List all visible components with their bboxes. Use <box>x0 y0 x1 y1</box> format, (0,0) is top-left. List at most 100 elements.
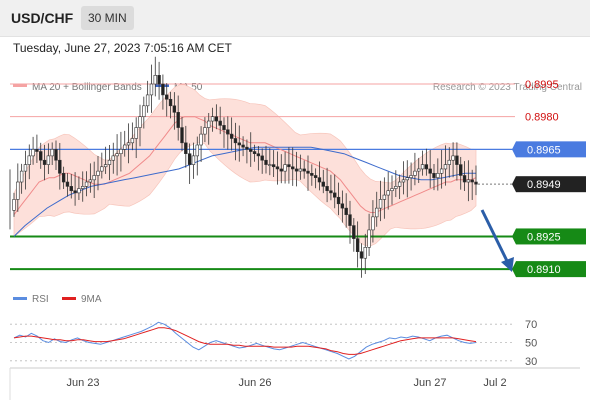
candle-body <box>134 127 138 139</box>
candle-body <box>252 151 257 155</box>
candle-body <box>165 94 169 100</box>
candle-body <box>313 175 318 178</box>
level-badge-08925 <box>516 228 586 245</box>
ma20-legend-swatch <box>13 84 27 87</box>
level-label-08925: 0.8925 <box>527 231 561 243</box>
timeframe-badge[interactable]: 30 MIN <box>81 6 134 30</box>
bollinger-band <box>13 84 477 247</box>
candle-body <box>203 127 207 135</box>
candle-body <box>187 153 192 165</box>
moving-averages <box>13 116 477 237</box>
candle-body <box>50 149 54 157</box>
candle-body <box>12 199 16 211</box>
candle-body <box>92 175 96 181</box>
candle-body <box>359 251 364 259</box>
candle-body <box>107 159 112 165</box>
rsi-tick-50: 50 <box>525 338 537 350</box>
candle-body <box>138 116 142 128</box>
candle-body <box>16 181 20 200</box>
candle-body <box>302 168 306 172</box>
level-badge-tip <box>512 228 516 245</box>
rsi-tick-30: 30 <box>525 356 537 368</box>
candle-body <box>73 190 77 194</box>
ma20-line <box>13 116 477 216</box>
candle-body <box>470 179 474 183</box>
candle-body <box>161 83 165 96</box>
candle-body <box>367 229 371 248</box>
candle-body <box>172 105 177 113</box>
candle-body <box>130 138 135 144</box>
candle-body <box>88 179 93 183</box>
candle-body <box>420 164 425 170</box>
candle-body <box>260 155 264 161</box>
candle-body <box>447 159 451 165</box>
candle-body <box>310 172 314 176</box>
candle-body <box>115 153 119 157</box>
candle-body <box>61 172 66 183</box>
candle-body <box>81 186 85 189</box>
candle-body <box>344 207 348 215</box>
candle-body <box>386 190 390 196</box>
candle-body <box>241 144 245 148</box>
x-tick-jun26: Jun 26 <box>238 377 271 389</box>
candle-body <box>294 168 299 172</box>
candle-body <box>432 172 436 178</box>
candle-body <box>283 164 287 172</box>
candle-body <box>459 164 463 176</box>
candle-body <box>275 166 280 170</box>
candle-body <box>451 155 455 161</box>
ma20-legend-label: MA 20 + Bollinger Bands <box>32 82 142 93</box>
candle-body <box>103 164 108 168</box>
candle-body <box>291 166 295 170</box>
candle-body <box>466 179 471 183</box>
candle-body <box>19 170 24 183</box>
candle-body <box>424 164 429 170</box>
candle-body <box>58 159 62 174</box>
candlesticks <box>9 56 478 278</box>
candle-body <box>195 144 199 157</box>
candle-body <box>184 142 188 155</box>
candle-body <box>126 142 131 146</box>
ma50-line <box>13 146 476 237</box>
candle-body <box>100 166 104 172</box>
candle-body <box>321 181 325 187</box>
candle-body <box>287 164 291 168</box>
candle-body <box>401 179 406 183</box>
level-badge-08965 <box>516 141 586 158</box>
datetime-label: Tuesday, June 27, 2023 7:05:16 AM CET <box>13 41 232 55</box>
x-tick-jul2: Jul 2 <box>483 377 506 389</box>
candle-body <box>256 153 261 157</box>
candle-body <box>111 155 115 161</box>
candle-body <box>336 196 341 205</box>
candle-body <box>417 168 421 172</box>
level-badge-08910 <box>516 261 586 278</box>
candle-body <box>245 146 249 150</box>
candle-body <box>207 120 211 128</box>
forecast-arrow-head <box>501 257 514 272</box>
bollinger-area <box>13 84 477 247</box>
candle-body <box>233 138 238 144</box>
candle-body <box>23 164 28 172</box>
candle-body <box>149 83 154 96</box>
candle-body <box>405 177 409 181</box>
candle-body <box>157 75 161 85</box>
candle-body <box>210 116 215 122</box>
candle-body <box>397 181 402 187</box>
level-badge-tip <box>512 141 516 158</box>
level-badge-tip <box>512 176 516 193</box>
candle-body <box>54 149 58 161</box>
candle-body <box>443 164 448 170</box>
candle-body <box>249 149 253 152</box>
candle-body <box>145 94 150 107</box>
level-badge-08949 <box>516 176 586 193</box>
candle-body <box>436 172 440 178</box>
candle-body <box>325 186 329 192</box>
ma9-legend-swatch <box>62 297 76 300</box>
rsi-legend-label: RSI <box>32 294 49 305</box>
x-tick-jun23: Jun 23 <box>66 377 99 389</box>
candle-body <box>69 186 73 192</box>
level-label-08949: 0.8949 <box>527 179 561 191</box>
candle-body <box>46 155 51 165</box>
candle-body <box>27 155 31 165</box>
